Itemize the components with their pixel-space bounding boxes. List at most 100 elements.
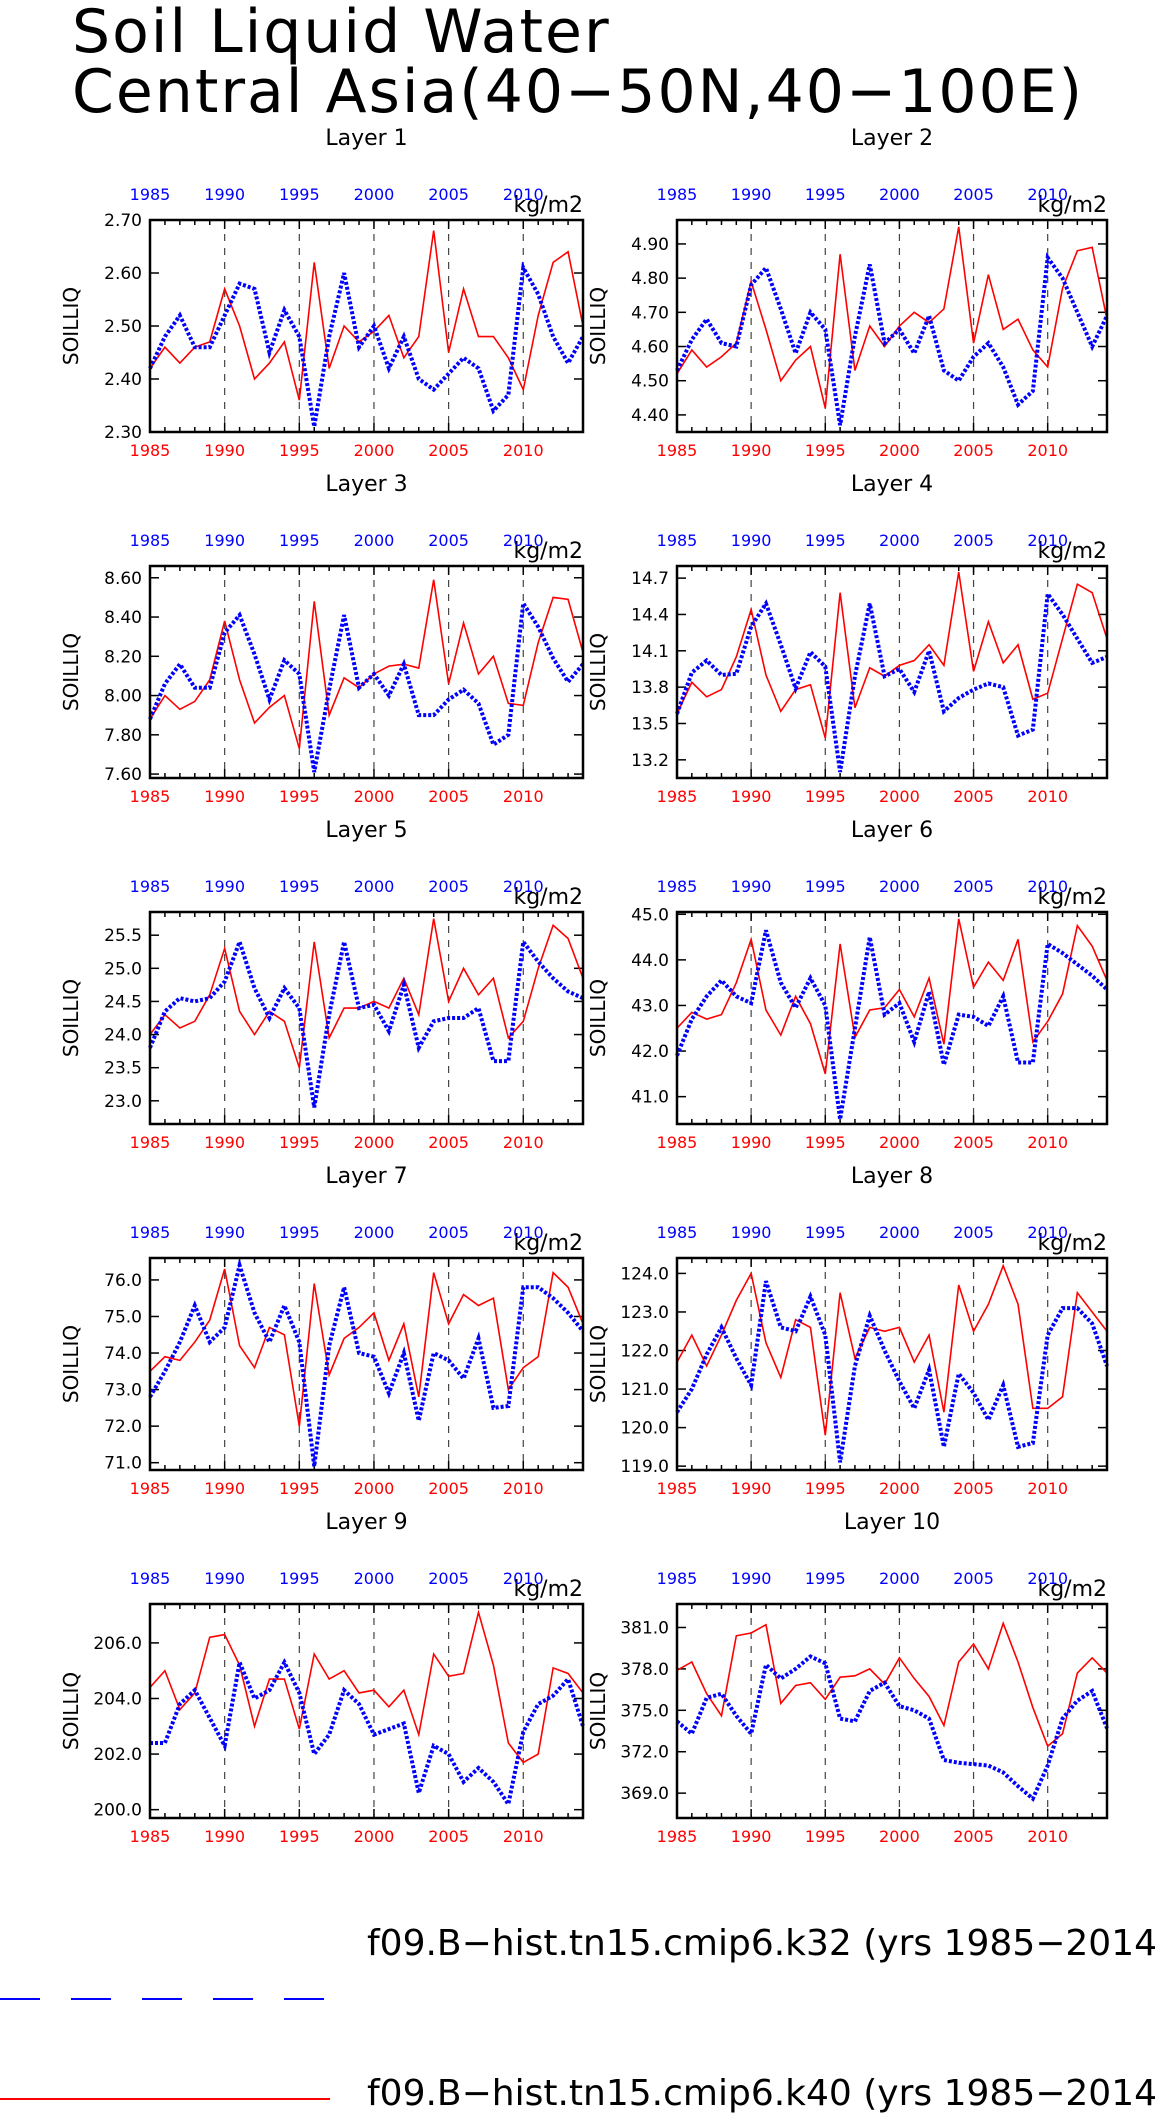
x-tick-label-bottom: 2000 bbox=[879, 1479, 920, 1498]
x-tick-label-top: 1985 bbox=[657, 1223, 698, 1242]
y-tick-label: 41.0 bbox=[631, 1088, 669, 1108]
x-tick-label-bottom: 1995 bbox=[279, 1827, 320, 1846]
x-tick-label-bottom: 2010 bbox=[503, 441, 544, 460]
x-tick-label-top: 1990 bbox=[731, 531, 772, 550]
y-tick-label: 75.0 bbox=[104, 1307, 142, 1327]
series-line-k32 bbox=[148, 935, 584, 1108]
y-tick-label: 2.70 bbox=[104, 211, 142, 231]
panel-layer-3: Layer 3 kg/m2 SOILLIQ 1985 1985 1990 1990 1995 1… bbox=[59, 472, 585, 806]
plot-frame bbox=[675, 218, 1109, 434]
x-tick-label-bottom: 2000 bbox=[354, 1479, 395, 1498]
y-tick-label: 72.0 bbox=[104, 1417, 142, 1437]
x-tick-label-bottom: 2010 bbox=[503, 787, 544, 806]
y-tick-label: 76.0 bbox=[104, 1271, 142, 1291]
x-tick-label-bottom: 1990 bbox=[731, 787, 772, 806]
x-tick-label-bottom: 2010 bbox=[503, 1133, 544, 1152]
series-line-k40 bbox=[149, 230, 584, 401]
y-tick-label: 74.0 bbox=[104, 1344, 142, 1364]
x-tick-label-top: 2005 bbox=[428, 1223, 469, 1242]
y-tick-label: 13.5 bbox=[631, 714, 669, 734]
x-tick-label-top: 1995 bbox=[805, 185, 846, 204]
series-line-k40 bbox=[149, 1268, 584, 1427]
series-line-k32 bbox=[148, 261, 585, 428]
x-tick-label-bottom: 1995 bbox=[805, 787, 846, 806]
y-tick-label: 8.40 bbox=[104, 608, 142, 628]
x-tick-label-top: 1985 bbox=[130, 1223, 171, 1242]
y-tick-label: 2.30 bbox=[104, 423, 142, 443]
x-tick-label-bottom: 2000 bbox=[354, 787, 395, 806]
x-tick-label-bottom: 2010 bbox=[1027, 1133, 1068, 1152]
y-tick-label: 24.0 bbox=[104, 1026, 142, 1046]
x-tick-label-bottom: 1995 bbox=[279, 1479, 320, 1498]
panel-layer-5: Layer 5 kg/m2 SOILLIQ 1985 1985 1990 1990 1995 1… bbox=[59, 818, 585, 1152]
x-tick-label-bottom: 2005 bbox=[953, 441, 994, 460]
x-tick-label-top: 2010 bbox=[1027, 1223, 1068, 1242]
y-tick-label: 124.0 bbox=[620, 1264, 669, 1284]
x-tick-label-bottom: 2005 bbox=[953, 787, 994, 806]
x-tick-label-bottom: 1990 bbox=[204, 1133, 245, 1152]
y-tick-label: 8.20 bbox=[104, 647, 142, 667]
y-tick-label: 2.60 bbox=[104, 264, 142, 284]
y-tick-label: 122.0 bbox=[620, 1342, 669, 1362]
x-tick-label-bottom: 1990 bbox=[731, 441, 772, 460]
x-tick-label-bottom: 1990 bbox=[731, 1479, 772, 1498]
y-tick-label: 121.0 bbox=[620, 1380, 669, 1400]
x-tick-label-top: 1995 bbox=[279, 1223, 320, 1242]
x-tick-label-top: 2000 bbox=[354, 1569, 395, 1588]
x-tick-label-top: 2010 bbox=[503, 1569, 544, 1588]
x-tick-label-top: 1995 bbox=[805, 1223, 846, 1242]
x-tick-label-top: 2000 bbox=[879, 531, 920, 550]
y-tick-label: 372.0 bbox=[620, 1743, 669, 1763]
panel-layer-9: Layer 9 kg/m2 SOILLIQ 1985 1985 1990 1990 1995 1… bbox=[59, 1510, 585, 1846]
series-line-k40 bbox=[149, 1609, 584, 1764]
x-tick-label-top: 2005 bbox=[953, 185, 994, 204]
y-axis-label: SOILLIQ bbox=[586, 1672, 610, 1750]
x-tick-label-top: 2005 bbox=[953, 531, 994, 550]
series-line-k32 bbox=[148, 597, 585, 773]
y-axis-label: SOILLIQ bbox=[59, 633, 83, 711]
x-tick-label-bottom: 2010 bbox=[1027, 787, 1068, 806]
y-tick-label: 23.0 bbox=[104, 1092, 142, 1112]
x-tick-label-bottom: 2000 bbox=[354, 441, 395, 460]
x-tick-label-top: 1995 bbox=[279, 531, 320, 550]
panel-layer-4: Layer 4 kg/m2 SOILLIQ 1985 1985 1990 1990 1995 1… bbox=[586, 472, 1109, 806]
x-tick-label-top: 2010 bbox=[1027, 1569, 1068, 1588]
units-label: kg/m2 bbox=[513, 1577, 583, 1602]
panel-title: Layer 5 bbox=[325, 818, 407, 843]
series-line-k40 bbox=[676, 918, 1108, 1075]
x-tick-label-top: 1995 bbox=[805, 877, 846, 896]
panel-title: Layer 2 bbox=[851, 126, 933, 151]
series-line-k32 bbox=[675, 1280, 1109, 1463]
y-tick-label: 23.5 bbox=[104, 1059, 142, 1079]
y-tick-label: 2.50 bbox=[104, 317, 142, 337]
x-tick-label-bottom: 2010 bbox=[503, 1827, 544, 1846]
y-tick-label: 4.60 bbox=[631, 338, 669, 358]
y-tick-label: 13.2 bbox=[631, 751, 669, 771]
x-tick-label-bottom: 1990 bbox=[204, 441, 245, 460]
x-tick-label-top: 1985 bbox=[657, 531, 698, 550]
x-tick-label-top: 2010 bbox=[503, 877, 544, 896]
y-tick-label: 25.5 bbox=[104, 926, 142, 946]
y-axis-label: SOILLIQ bbox=[586, 633, 610, 711]
x-tick-label-top: 2000 bbox=[354, 531, 395, 550]
plot-frame bbox=[675, 1256, 1109, 1472]
x-tick-label-bottom: 1985 bbox=[657, 1827, 698, 1846]
panel-layer-2: Layer 2 kg/m2 SOILLIQ 1985 1985 1990 1990 1995 1… bbox=[586, 126, 1109, 460]
series-line-k32 bbox=[675, 252, 1109, 426]
x-tick-label-bottom: 2000 bbox=[879, 441, 920, 460]
x-tick-label-top: 2005 bbox=[428, 877, 469, 896]
x-tick-label-top: 2000 bbox=[354, 1223, 395, 1242]
x-tick-label-bottom: 2005 bbox=[428, 1133, 469, 1152]
y-tick-label: 4.90 bbox=[631, 235, 669, 255]
y-tick-label: 73.0 bbox=[104, 1381, 142, 1401]
plot-frame bbox=[675, 910, 1109, 1126]
y-tick-label: 200.0 bbox=[93, 1801, 142, 1821]
y-tick-label: 120.0 bbox=[620, 1419, 669, 1439]
x-tick-label-bottom: 1985 bbox=[657, 1133, 698, 1152]
x-tick-label-top: 2005 bbox=[953, 877, 994, 896]
plot-frame bbox=[148, 1602, 585, 1820]
x-tick-label-bottom: 1990 bbox=[204, 787, 245, 806]
x-tick-label-top: 1990 bbox=[204, 185, 245, 204]
panel-layer-7: Layer 7 kg/m2 SOILLIQ 1985 1985 1990 1990 1995 1… bbox=[59, 1164, 585, 1498]
